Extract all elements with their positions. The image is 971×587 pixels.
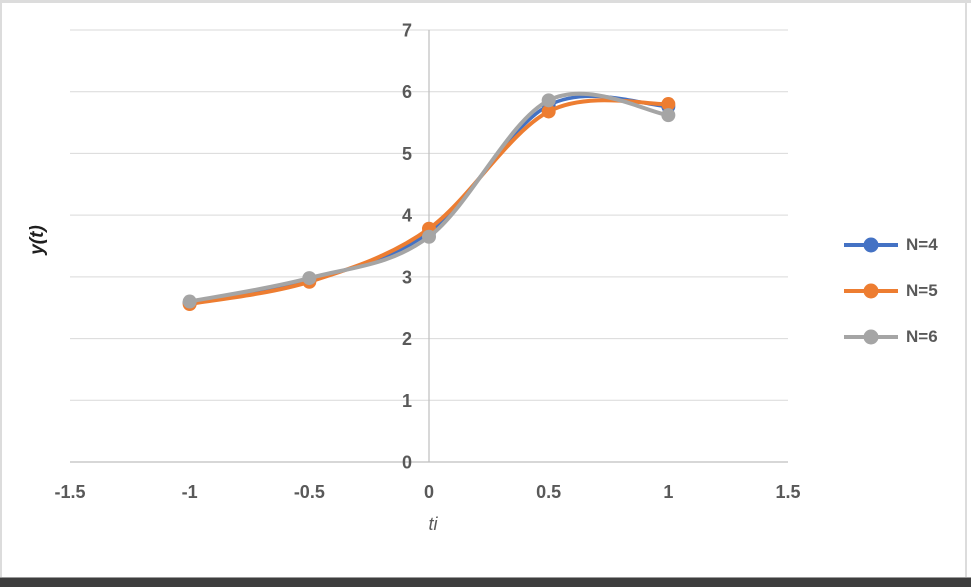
x-tick-label: 0.5 (536, 482, 561, 502)
data-point-marker-n=5 (661, 97, 676, 112)
legend-label: N=6 (906, 326, 938, 346)
x-tick-label: -1.5 (54, 482, 85, 502)
bottom-window-edge (0, 577, 971, 587)
data-point-marker-n=6 (541, 93, 556, 108)
data-point-marker-n=6 (422, 229, 436, 244)
legend-swatch-line-marker (844, 329, 898, 344)
legend-item-n6: N=6 (843, 326, 938, 347)
legend-swatch-line-marker (844, 283, 898, 298)
frame-border-right (965, 0, 967, 578)
y-tick-label: 6 (402, 82, 412, 102)
data-point-marker-n=6 (182, 294, 197, 309)
x-tick-label: 0 (424, 482, 434, 502)
frame-border-top (0, 0, 971, 3)
legend: N=4 N=5 N=6 (843, 234, 938, 347)
x-tick-label: 1 (663, 482, 673, 502)
data-point-marker-n=6 (302, 271, 317, 286)
x-axis-title: ti (428, 514, 438, 534)
axes (70, 30, 788, 463)
y-tick-label: 7 (402, 21, 412, 41)
legend-label: N=4 (906, 234, 938, 254)
frame-border-left (0, 0, 2, 587)
y-axis-title: y(t) (27, 225, 48, 255)
y-tick-label: 3 (402, 267, 412, 287)
y-tick-label: 2 (402, 329, 412, 349)
x-tick-label: -0.5 (294, 482, 325, 502)
legend-item-n4: N=4 (843, 234, 938, 255)
y-tick-label: 5 (402, 144, 412, 164)
y-tick-label: 1 (402, 391, 412, 411)
y-axis-tick-labels: 0 1 2 3 4 5 6 7 (402, 21, 412, 473)
x-axis-tick-labels: -1.5 -1 -0.5 0 0.5 1 1.5 (54, 482, 800, 502)
legend-item-n5: N=5 (843, 280, 938, 301)
legend-marker-icon (863, 237, 879, 252)
y-tick-label: 0 (402, 453, 412, 473)
x-tick-label: 1.5 (775, 482, 800, 502)
data-point-marker-n=6 (661, 108, 676, 123)
legend-label: N=5 (906, 280, 938, 300)
legend-marker-icon (863, 329, 879, 344)
x-tick-label: -1 (182, 482, 198, 502)
legend-swatch-line-marker (844, 237, 898, 252)
y-tick-label: 4 (402, 206, 412, 226)
legend-marker-icon (863, 283, 879, 298)
data-series (182, 91, 676, 312)
data-point-marker-n=5 (541, 104, 556, 119)
